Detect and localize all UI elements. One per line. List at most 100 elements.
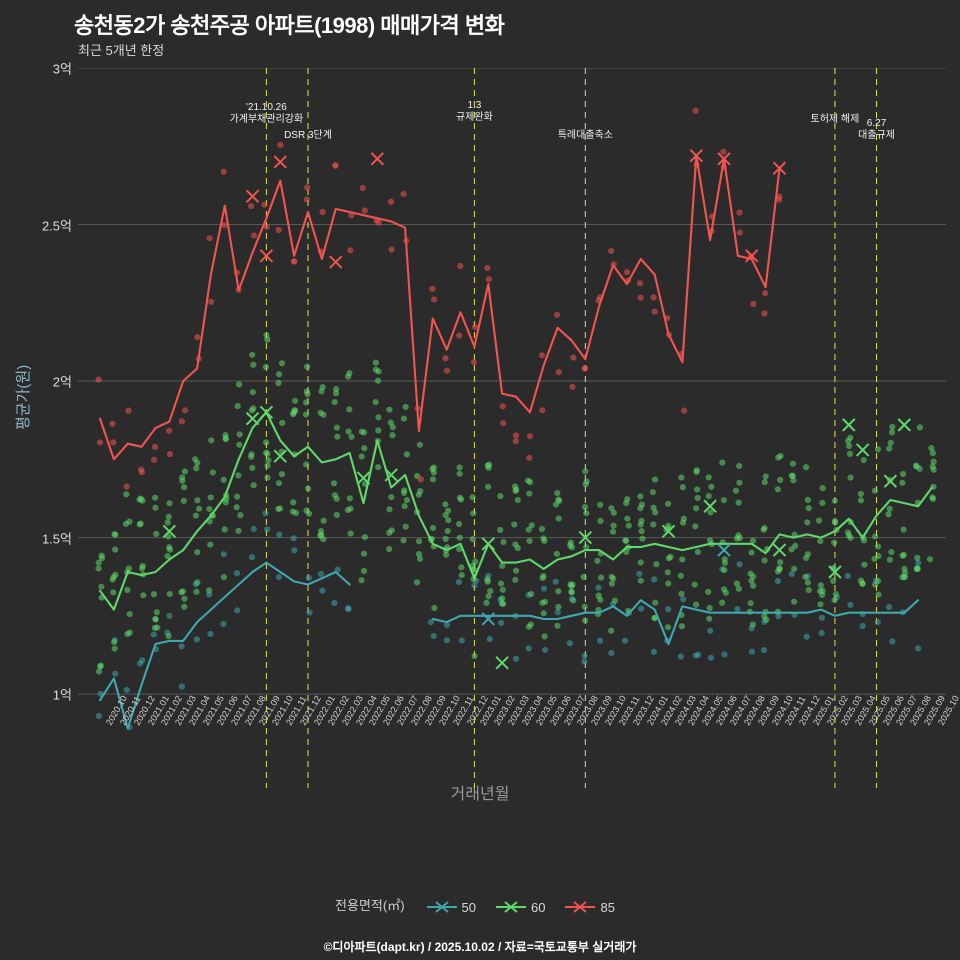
y-tick-label: 1억 [52, 687, 72, 703]
x-tick-label: 2021.05 [201, 693, 226, 727]
x-tick-label: 2023.05 [533, 693, 559, 727]
x-marker [245, 411, 260, 426]
legend-marker-icon [496, 900, 527, 914]
x-tick-label: 2025.01 [811, 693, 837, 727]
event-annotation: 1.3 규제완화 [455, 100, 493, 123]
x-tick-label: 2025.02 [825, 693, 850, 727]
legend-item-60[interactable]: 60 [496, 899, 545, 915]
x-tick-label: 2022.05 [367, 693, 393, 727]
x-tick-label: 2022.03 [339, 693, 365, 727]
chart-svg [78, 68, 946, 788]
x-marker [481, 612, 495, 626]
x-tick-label: 2025.09 [922, 693, 948, 727]
x-tick-label: 2022.12 [464, 693, 490, 727]
x-tick-label: 2020.10 [104, 693, 129, 727]
x-tick-label: 2021.07 [228, 693, 254, 727]
x-tick-label: 2023.03 [506, 693, 532, 727]
x-axis-ticks: 2020.10 2020.11 2020.12 2021.01 2021.02 2021.… [78, 693, 960, 802]
x-tick-label: 2020.12 [131, 693, 157, 727]
x-marker [162, 524, 177, 539]
x-tick-label: 2024.01 [644, 693, 670, 727]
x-tick-label: 2021.01 [145, 693, 171, 727]
x-tick-label: 2021.11 [284, 694, 309, 727]
x-marker [689, 148, 703, 163]
series-line-60 [98, 411, 934, 611]
x-tick-label: 2023.12 [630, 693, 656, 727]
chart-subtitle: 최근 5개년 한정 [78, 43, 165, 58]
x-marker [578, 530, 593, 545]
legend-marker-icon [565, 900, 596, 914]
series-line-50 [98, 561, 920, 730]
x-tick-label: 2021.08 [242, 693, 268, 727]
legend-item-85[interactable]: 85 [565, 899, 615, 915]
x-tick-label: 2023.02 [492, 693, 518, 727]
footer-credit: ©디아파트(dapt.kr) / 2025.10.02 / 자료=국토교통부 실… [323, 940, 637, 954]
x-marker [855, 443, 870, 457]
x-tick-label: 2024.02 [658, 693, 684, 727]
x-tick-label: 2021.12 [298, 693, 324, 727]
x-tick-label: 2025.03 [838, 693, 864, 727]
event-annotation: DSR 3단계 [284, 130, 332, 141]
x-tick-label: 2025.06 [880, 693, 906, 727]
x-marker [245, 189, 260, 204]
x-marker [703, 499, 717, 513]
x-tick-label: 2022.07 [395, 693, 421, 727]
x-tick-label: 2025.05 [866, 693, 892, 727]
x-marker [273, 155, 287, 169]
legend-label: 60 [531, 899, 546, 915]
event-annotation: 토허제 해제 [810, 114, 860, 125]
event-annotation: '21.10.26 가계부채관리강화 [229, 102, 304, 125]
x-tick-label: 2024.03 [672, 693, 698, 727]
x-marker [897, 418, 911, 432]
x-marker [842, 418, 856, 432]
x-marker [259, 405, 274, 420]
x-tick-label: 2024.05 [700, 693, 726, 727]
x-tick-label: 2022.06 [381, 693, 407, 727]
legend-title: 전용면적(㎡) [335, 898, 405, 913]
x-marker [259, 249, 274, 263]
x-tick-label: 2024.04 [686, 693, 712, 727]
y-tick-label: 2.5억 [41, 218, 72, 234]
plot-area: 1억 1.5억 2억 2.5억 3억 [42, 62, 946, 788]
y-tick-label: 3억 [52, 61, 72, 77]
x-tick-label: 2021.09 [256, 693, 282, 727]
event-annotation: 6.27 대출규제 [858, 118, 895, 141]
legend-label: 50 [461, 899, 477, 915]
x-marker [384, 468, 398, 482]
scatter-60 [95, 332, 937, 675]
x-tick-label: 2023.09 [589, 693, 615, 727]
x-tick-label: 2021.03 [173, 693, 199, 727]
series-line-85 [98, 154, 781, 461]
x-marker [772, 543, 787, 557]
scatter-85 [95, 107, 783, 490]
x-tick-label: 2023.04 [520, 693, 545, 727]
x-tick-label: 2024.10 [769, 693, 795, 727]
x-marker [717, 543, 731, 557]
event-annotation: 특례대출축소 [557, 130, 613, 141]
x-tick-label: 2024.09 [755, 693, 781, 727]
x-axis-label: 거래년월 [450, 786, 510, 803]
x-marker [481, 537, 495, 551]
x-marker [370, 152, 385, 166]
chart-legend: 전용면적(㎡) 50 60 85 [0, 895, 960, 915]
legend-label: 85 [600, 899, 615, 915]
x-tick-label: 2022.09 [422, 693, 448, 727]
x-tick-label: 2022.10 [436, 693, 462, 727]
x-tick-label: 2025.08 [908, 693, 934, 727]
x-tick-label: 2021.10 [270, 693, 296, 727]
legend-item-50[interactable]: 50 [426, 899, 477, 915]
x-marker [329, 255, 343, 269]
x-tick-label: 2024.06 [714, 693, 740, 727]
x-marker [745, 249, 759, 263]
x-tick-label: 2022.04 [353, 693, 379, 727]
x-tick-label: 2023.07 [561, 693, 587, 727]
x-tick-label: 2023.08 [575, 693, 601, 727]
x-tick-label: 2022.08 [409, 693, 434, 727]
x-tick-label: 2023.06 [547, 693, 573, 727]
x-tick-label: 2024.12 [797, 693, 823, 727]
x-tick-label: 2025.10 [936, 693, 960, 727]
x-tick-label: 2024.07 [728, 693, 753, 727]
y-axis-label: 평균가(원) [15, 364, 32, 430]
x-tick-label: 2025.07 [894, 693, 920, 727]
